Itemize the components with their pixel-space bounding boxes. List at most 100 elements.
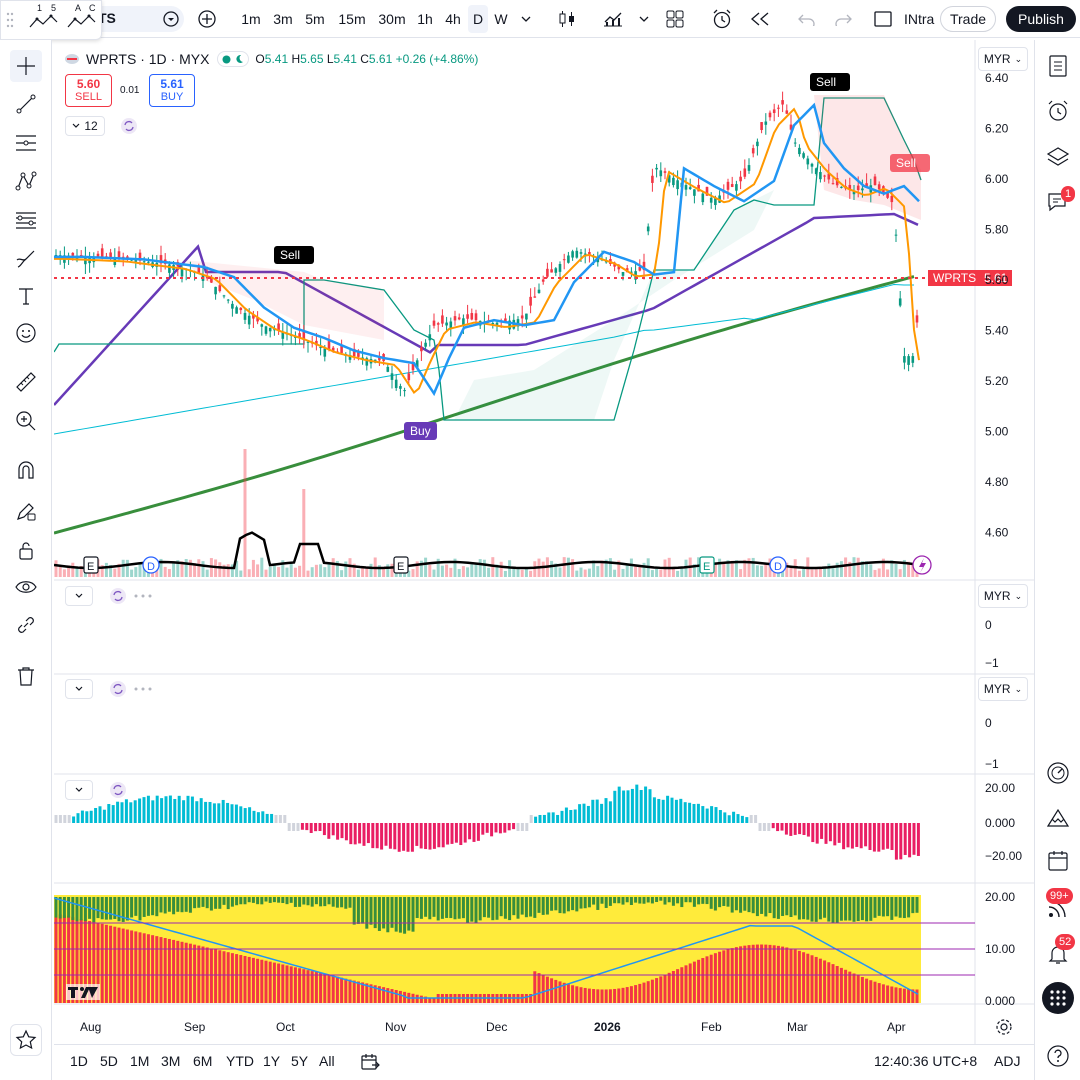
market-status[interactable] — [217, 51, 250, 67]
replay-icon[interactable] — [746, 5, 774, 33]
alert-clock-icon[interactable] — [708, 5, 736, 33]
crosshair-icon[interactable] — [10, 50, 42, 82]
red-bar — [713, 953, 717, 1003]
draw-lock-pencil-icon[interactable] — [10, 495, 42, 527]
clock-timezone[interactable]: 12:40:36 UTC+8 — [874, 1053, 978, 1069]
undo-icon[interactable] — [794, 5, 820, 33]
zoom-in-icon[interactable] — [10, 405, 42, 437]
mini-chart-widget[interactable]: 1 5 A C — [0, 0, 102, 40]
text-tool-icon[interactable] — [10, 280, 42, 312]
event-marker-d[interactable]: D — [142, 556, 160, 574]
range-5d[interactable]: 5D — [100, 1053, 118, 1069]
link-icon[interactable] — [10, 609, 42, 641]
event-marker-e[interactable]: E — [83, 556, 99, 574]
indicators-toggle[interactable]: 12 — [65, 116, 105, 136]
pane3-collapse-button[interactable] — [65, 679, 93, 699]
interval-5m[interactable]: 5m — [305, 11, 325, 27]
star-icon[interactable] — [10, 1024, 42, 1056]
mountain-icon[interactable] — [1042, 802, 1074, 834]
chart-legend[interactable]: WPRTS · 1D · MYX O5.41 H5.65 L5.41 C5.61… — [64, 49, 478, 69]
pane2-sync-icon[interactable] — [109, 587, 155, 605]
event-marker-e[interactable]: E — [393, 556, 409, 574]
gear-icon[interactable] — [995, 1018, 1013, 1036]
currency-select-pane2[interactable]: MYR ⌄ — [978, 584, 1028, 608]
signal-buy[interactable]: Buy — [404, 422, 437, 440]
price-pane[interactable]: WPRTS 5.61 Sell Sell Sell Buy — [54, 73, 1012, 535]
drag-handle-icon[interactable] — [5, 11, 15, 31]
horizontal-lines-icon[interactable] — [10, 127, 42, 159]
momentum-histogram-pane[interactable] — [54, 784, 920, 860]
chevron-down-icon[interactable] — [516, 5, 536, 33]
interval-4h[interactable]: 4h — [445, 11, 461, 27]
currency-select-pane3[interactable]: MYR ⌄ — [978, 677, 1028, 701]
trend-line-icon[interactable] — [10, 88, 42, 120]
interval-1h[interactable]: 1h — [417, 11, 433, 27]
alarm-clock-icon[interactable] — [1042, 95, 1074, 127]
eye-icon[interactable] — [10, 571, 42, 603]
interval-1m[interactable]: 1m — [241, 11, 261, 27]
symbol-name[interactable]: TS — [98, 10, 116, 26]
adj-toggle[interactable]: ADJ — [994, 1053, 1021, 1069]
chevron-down-icon[interactable] — [634, 5, 654, 33]
layers-icon[interactable] — [1042, 141, 1074, 173]
publish-button[interactable]: Publish — [1006, 6, 1076, 32]
help-icon[interactable] — [1042, 1040, 1074, 1072]
signal-sell[interactable]: Sell — [810, 73, 850, 91]
candle-body — [814, 168, 818, 175]
compare-add-icon[interactable] — [194, 5, 220, 33]
brush-icon[interactable] — [10, 243, 42, 275]
redo-icon[interactable] — [830, 5, 856, 33]
volume-bar — [760, 565, 764, 577]
sync-icon[interactable] — [119, 116, 139, 136]
sell-button[interactable]: 5.60 SELL — [65, 74, 112, 107]
volume-bar — [533, 561, 537, 577]
range-all[interactable]: All — [319, 1053, 335, 1069]
interval-30m[interactable]: 30m — [378, 11, 406, 27]
watchlist-icon[interactable] — [1042, 50, 1074, 82]
currency-select[interactable]: MYR ⌄ — [978, 47, 1028, 71]
event-marker-e[interactable]: E — [699, 556, 715, 574]
range-1y[interactable]: 1Y — [263, 1053, 281, 1069]
buy-button[interactable]: 5.61 BUY — [149, 74, 195, 107]
interval-15m[interactable]: 15m — [338, 11, 366, 27]
pane4-collapse-button[interactable] — [65, 780, 93, 800]
green-bar — [680, 897, 684, 908]
layout-name[interactable]: INtra — [904, 11, 935, 27]
range-3m[interactable]: 3M — [161, 1053, 181, 1069]
fullscreen-box-icon[interactable] — [870, 5, 896, 33]
speedometer-icon[interactable] — [1042, 757, 1074, 789]
fib-tools-icon[interactable] — [10, 204, 42, 236]
pane2-collapse-button[interactable] — [65, 586, 93, 606]
trade-button[interactable]: Trade — [940, 6, 996, 32]
pane4-sync-icon[interactable] — [109, 781, 127, 799]
goto-date-icon[interactable] — [360, 1052, 380, 1072]
pattern-icon[interactable] — [10, 165, 42, 197]
magnet-icon[interactable] — [10, 455, 42, 487]
range-1d[interactable]: 1D — [70, 1053, 88, 1069]
indicators-icon[interactable] — [600, 5, 626, 33]
interval-3m[interactable]: 3m — [273, 11, 293, 27]
range-5y[interactable]: 5Y — [291, 1053, 309, 1069]
yellow-indicator-pane[interactable] — [54, 895, 975, 1003]
range-ytd[interactable]: YTD — [226, 1053, 254, 1069]
ruler-icon[interactable] — [10, 366, 42, 398]
range-6m[interactable]: 6M — [193, 1053, 213, 1069]
layout-grid-icon[interactable] — [662, 5, 688, 33]
emoji-icon[interactable] — [10, 317, 42, 349]
signal-sell[interactable]: Sell — [274, 246, 314, 264]
apps-grid-icon[interactable] — [1042, 982, 1074, 1014]
pane3-sync-icon[interactable] — [109, 680, 155, 698]
interval-d[interactable]: D — [468, 5, 488, 33]
red-bar — [163, 938, 167, 1003]
event-marker-d[interactable]: D — [769, 556, 787, 574]
trash-icon[interactable] — [10, 660, 42, 692]
candles-icon[interactable] — [554, 5, 580, 33]
signal-sell[interactable]: Sell — [890, 154, 930, 172]
interval-w[interactable]: W — [494, 11, 508, 27]
histogram-bar — [300, 823, 304, 830]
calendar-icon[interactable] — [1042, 845, 1074, 877]
favorite-icon[interactable] — [160, 5, 182, 33]
range-1m[interactable]: 1M — [130, 1053, 150, 1069]
lock-icon[interactable] — [10, 534, 42, 566]
